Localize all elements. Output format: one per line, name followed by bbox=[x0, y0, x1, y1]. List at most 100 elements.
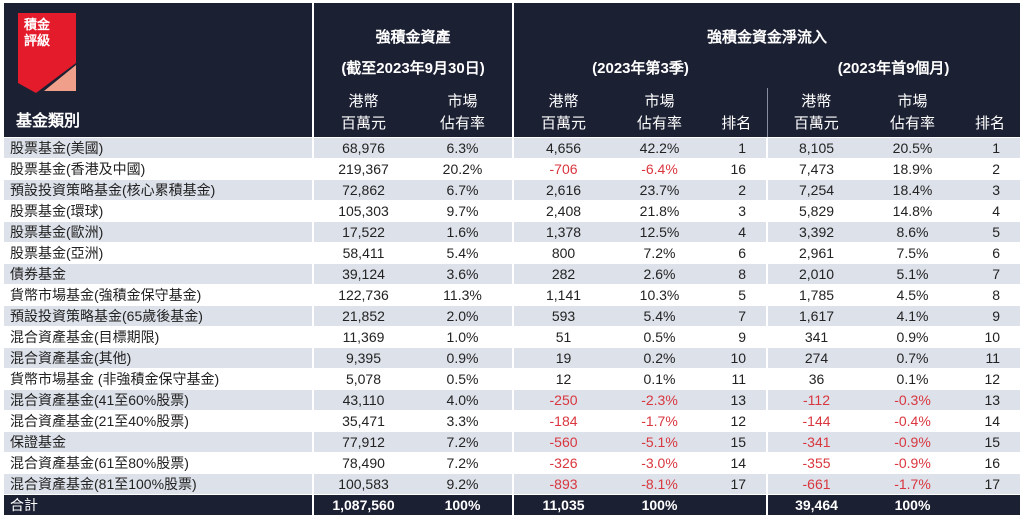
total-q3: 11,035 bbox=[513, 495, 613, 515]
fund-name: 預設投資策略基金(65歲後基金) bbox=[4, 306, 313, 327]
assets-value: 21,852 bbox=[313, 306, 413, 327]
assets-share: 2.0% bbox=[413, 306, 513, 327]
q3-share: 21.8% bbox=[613, 201, 706, 222]
fund-name: 混合資產基金(其他) bbox=[4, 348, 313, 369]
ytd-flow: -661 bbox=[767, 474, 865, 495]
ytd-flow: 2,010 bbox=[767, 264, 865, 285]
q3-share: -5.1% bbox=[613, 432, 706, 453]
ytd-flow: -341 bbox=[767, 432, 865, 453]
ytd-rank: 9 bbox=[960, 306, 1020, 327]
assets-share: 1.0% bbox=[413, 327, 513, 348]
q3-share: 7.2% bbox=[613, 243, 706, 264]
q3-flow: 2,616 bbox=[513, 180, 613, 201]
assets-value: 17,522 bbox=[313, 222, 413, 243]
q3-hkd-header: 港幣百萬元 bbox=[513, 88, 613, 138]
q3-share: -3.0% bbox=[613, 453, 706, 474]
ytd-share-header: 市場佔有率 bbox=[865, 88, 960, 138]
q3-flow: -706 bbox=[513, 159, 613, 180]
q3-share: 10.3% bbox=[613, 285, 706, 306]
assets-value: 78,490 bbox=[313, 453, 413, 474]
fund-name: 混合資產基金(61至80%股票) bbox=[4, 453, 313, 474]
q3-share: 12.5% bbox=[613, 222, 706, 243]
total-q3-rank bbox=[706, 495, 767, 515]
q3-flow: 1,141 bbox=[513, 285, 613, 306]
q3-flow: 4,656 bbox=[513, 138, 613, 159]
ytd-rank: 7 bbox=[960, 264, 1020, 285]
ytd-flow: 2,961 bbox=[767, 243, 865, 264]
assets-share: 3.6% bbox=[413, 264, 513, 285]
q3-share: 42.2% bbox=[613, 138, 706, 159]
flow-title: 強積金資金淨流入 bbox=[513, 3, 1020, 47]
ytd-rank: 17 bbox=[960, 474, 1020, 495]
q3-flow: -893 bbox=[513, 474, 613, 495]
category-label: 基金類別 bbox=[16, 107, 80, 131]
ytd-share: 7.5% bbox=[865, 243, 960, 264]
total-ytd-rank bbox=[960, 495, 1020, 515]
assets-value: 105,303 bbox=[313, 201, 413, 222]
ytd-flow: 36 bbox=[767, 369, 865, 390]
fund-name: 預設投資策略基金(核心累積基金) bbox=[4, 180, 313, 201]
ytd-rank: 1 bbox=[960, 138, 1020, 159]
category-header: 積金評級 基金類別 bbox=[4, 3, 313, 138]
total-assets-share: 100% bbox=[413, 495, 513, 515]
q3-rank: 16 bbox=[706, 159, 767, 180]
assets-value: 35,471 bbox=[313, 411, 413, 432]
ytd-rank: 8 bbox=[960, 285, 1020, 306]
assets-value: 219,367 bbox=[313, 159, 413, 180]
ytd-rank: 6 bbox=[960, 243, 1020, 264]
q3-flow: 2,408 bbox=[513, 201, 613, 222]
assets-title: 強積金資產 bbox=[313, 3, 513, 47]
ytd-flow: -144 bbox=[767, 411, 865, 432]
q3-flow: 593 bbox=[513, 306, 613, 327]
assets-share: 9.2% bbox=[413, 474, 513, 495]
q3-rank: 8 bbox=[706, 264, 767, 285]
ytd-share: 0.7% bbox=[865, 348, 960, 369]
q3-rank: 14 bbox=[706, 453, 767, 474]
ytd-flow: -355 bbox=[767, 453, 865, 474]
fund-name: 債券基金 bbox=[4, 264, 313, 285]
ytd-rank: 10 bbox=[960, 327, 1020, 348]
ytd-share: 18.4% bbox=[865, 180, 960, 201]
ytd-flow: -112 bbox=[767, 390, 865, 411]
q3-share: 0.2% bbox=[613, 348, 706, 369]
ytd-share: -0.9% bbox=[865, 453, 960, 474]
fund-name: 混合資產基金(目標期限) bbox=[4, 327, 313, 348]
assets-value: 100,583 bbox=[313, 474, 413, 495]
q3-flow: 282 bbox=[513, 264, 613, 285]
assets-share: 6.7% bbox=[413, 180, 513, 201]
total-label: 合計 bbox=[4, 495, 313, 515]
assets-share: 20.2% bbox=[413, 159, 513, 180]
q3-flow: -184 bbox=[513, 411, 613, 432]
q3-rank: 17 bbox=[706, 474, 767, 495]
ytd-flow: 8,105 bbox=[767, 138, 865, 159]
ytd-rank: 13 bbox=[960, 390, 1020, 411]
assets-share: 7.2% bbox=[413, 453, 513, 474]
ytd-share: 5.1% bbox=[865, 264, 960, 285]
q3-share: 5.4% bbox=[613, 306, 706, 327]
q3-flow: 800 bbox=[513, 243, 613, 264]
assets-share: 3.3% bbox=[413, 411, 513, 432]
ytd-hkd-header: 港幣百萬元 bbox=[767, 88, 865, 138]
q3-rank: 11 bbox=[706, 369, 767, 390]
total-assets: 1,087,560 bbox=[313, 495, 413, 515]
assets-value: 9,395 bbox=[313, 348, 413, 369]
assets-value: 39,124 bbox=[313, 264, 413, 285]
ytd-share: 20.5% bbox=[865, 138, 960, 159]
assets-value: 72,862 bbox=[313, 180, 413, 201]
ytd-share: 4.5% bbox=[865, 285, 960, 306]
ytd-label: (2023年首9個月) bbox=[767, 47, 1020, 88]
assets-share: 5.4% bbox=[413, 243, 513, 264]
total-ytd-share: 100% bbox=[865, 495, 960, 515]
total-ytd: 39,464 bbox=[767, 495, 865, 515]
assets-share: 9.7% bbox=[413, 201, 513, 222]
ytd-rank: 14 bbox=[960, 411, 1020, 432]
